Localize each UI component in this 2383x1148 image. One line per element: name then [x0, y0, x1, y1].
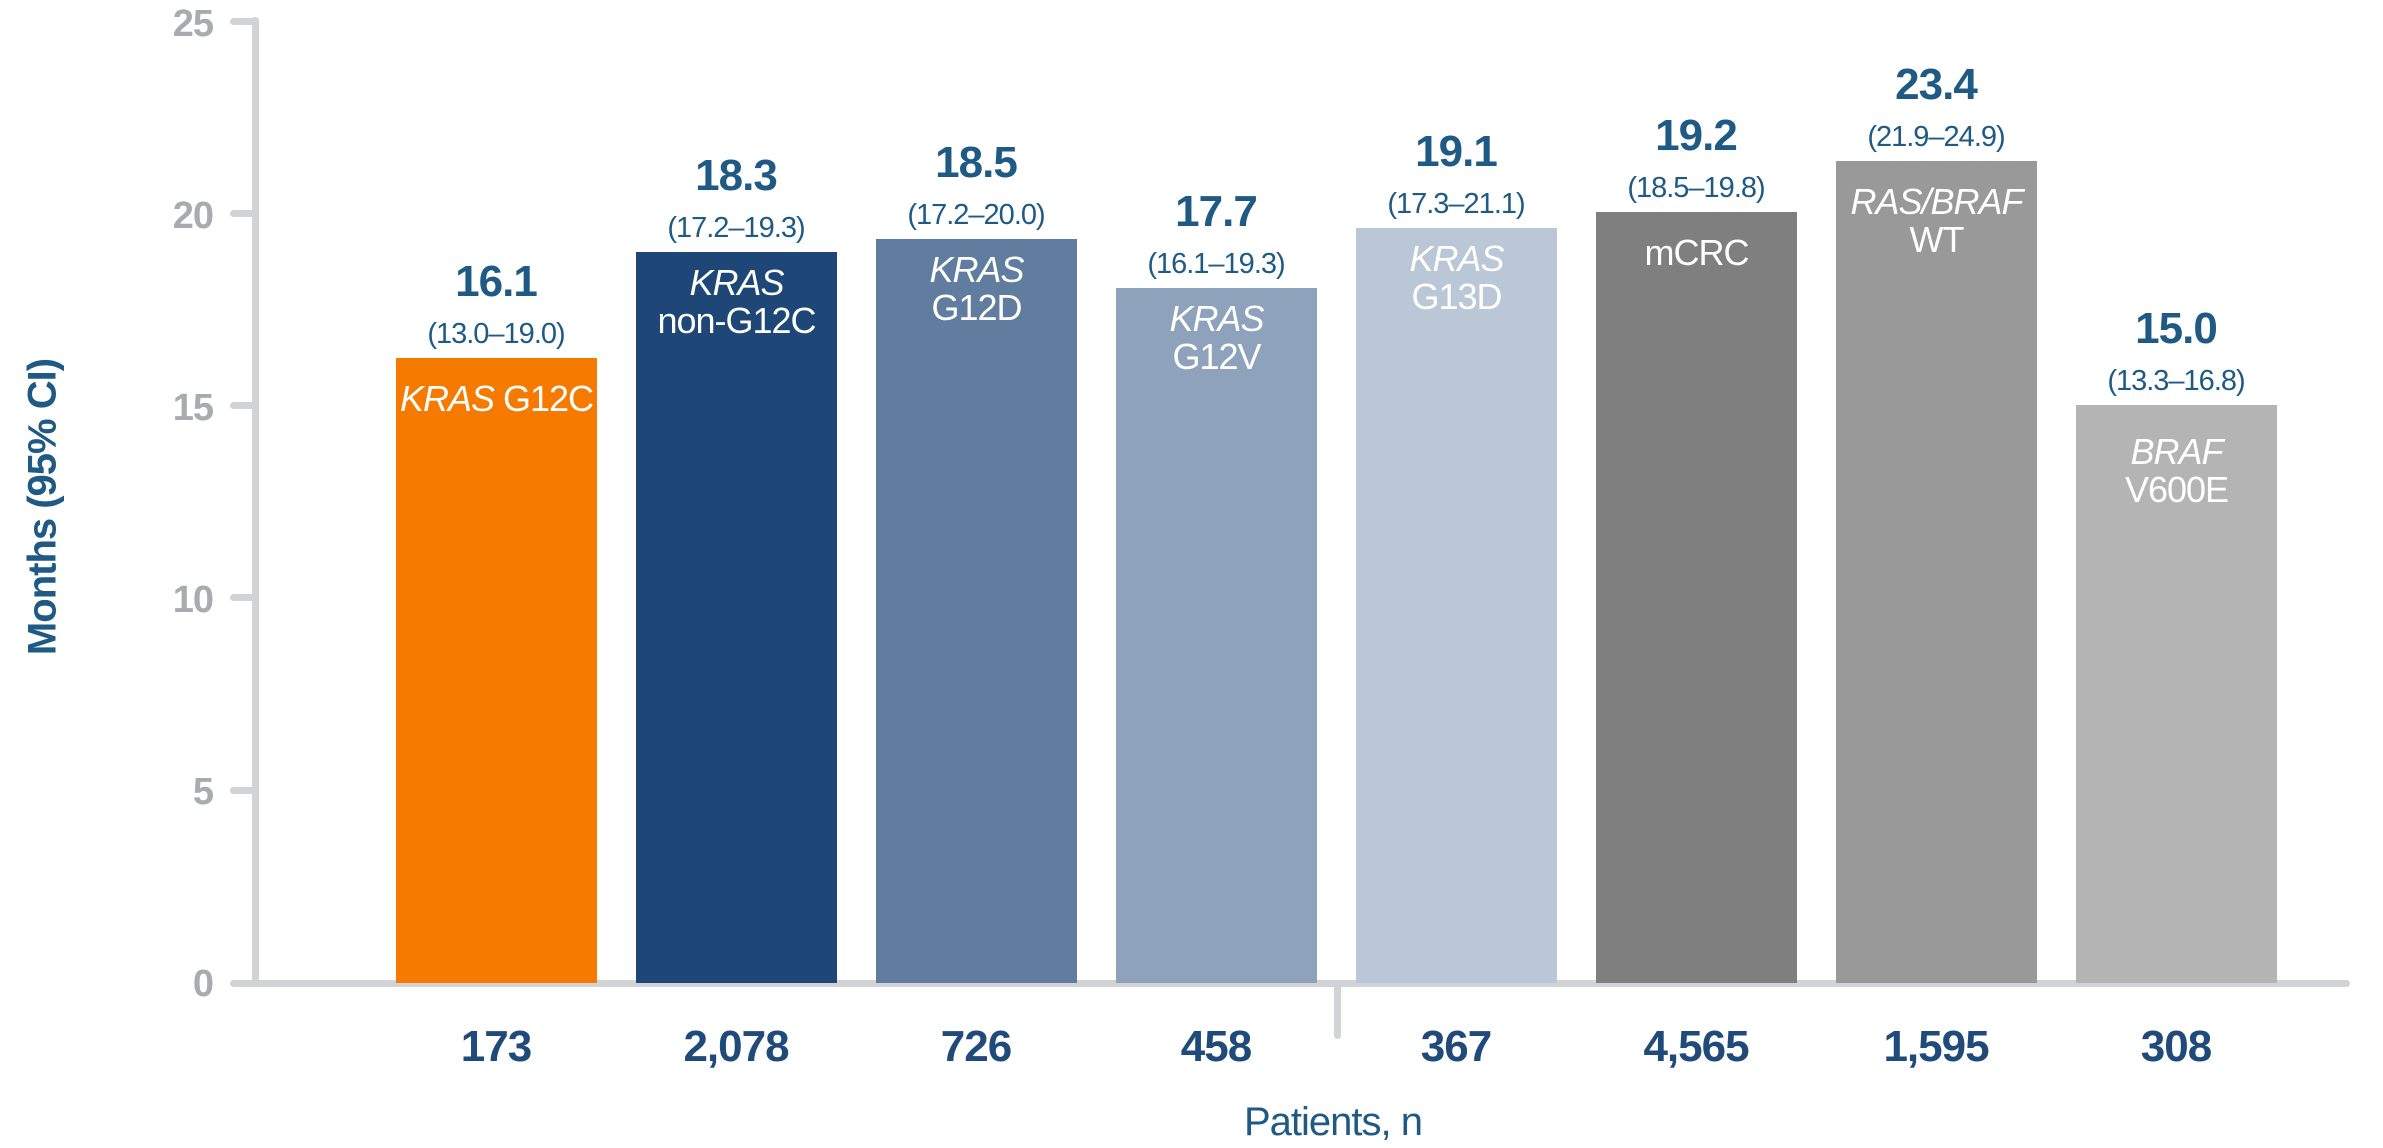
ci-label: (17.2–19.3): [667, 212, 805, 244]
ci-label: (16.1–19.3): [1147, 248, 1285, 280]
bar: KRAS non-G12C: [636, 252, 837, 983]
n-label: 1,595: [1883, 1022, 1989, 1071]
bar: mCRC: [1596, 212, 1797, 983]
n-label: 458: [1180, 1022, 1252, 1071]
n-label: 726: [940, 1022, 1012, 1071]
value-label: 18.5: [935, 138, 1018, 187]
value-label: 18.3: [695, 151, 778, 200]
value-label: 15.0: [2135, 304, 2218, 353]
bar-category-label: KRAS G12C: [399, 378, 594, 419]
bar-category-label: RAS/BRAF WT: [1850, 181, 2023, 260]
y-axis-title: Months (95% CI): [20, 358, 65, 656]
y-tick-label: 10: [172, 579, 214, 621]
y-tick-5: [230, 787, 256, 794]
n-label: 2,078: [683, 1022, 789, 1071]
ci-label: (21.9–24.9): [1867, 121, 2005, 153]
value-label: 23.4: [1895, 60, 1978, 109]
x-axis-divider-tick: [1334, 983, 1341, 1039]
bar-category-label: mCRC: [1644, 232, 1750, 273]
x-axis-title: Patients, n: [1243, 1100, 1423, 1144]
n-label: 308: [2140, 1022, 2212, 1071]
bar: KRAS G13D: [1356, 228, 1557, 983]
y-tick-label: 15: [172, 387, 214, 429]
y-tick-label: 0: [192, 963, 214, 1005]
bar: KRAS G12D: [876, 239, 1077, 983]
bar-category-label: KRAS non-G12C: [657, 262, 816, 341]
bar-category-label: KRAS G13D: [1409, 238, 1504, 317]
bar-category-label: KRAS G12V: [1169, 298, 1264, 377]
y-axis-line: [252, 17, 259, 987]
bar: KRAS G12C: [396, 358, 597, 983]
bar: BRAF V600E: [2076, 405, 2277, 983]
bar: RAS/BRAF WT: [1836, 161, 2037, 983]
n-label: 4,565: [1643, 1022, 1749, 1071]
ci-label: (17.3–21.1): [1387, 188, 1525, 220]
y-tick-25: [230, 18, 256, 25]
value-label: 16.1: [455, 257, 538, 306]
value-label: 17.7: [1175, 187, 1258, 236]
y-tick-label: 25: [172, 3, 214, 45]
y-tick-15: [230, 402, 256, 409]
value-label: 19.1: [1415, 127, 1498, 176]
ci-label: (13.0–19.0): [427, 318, 565, 350]
bar-category-label: BRAF V600E: [2124, 431, 2229, 510]
ci-label: (13.3–16.8): [2107, 365, 2245, 397]
n-label: 173: [460, 1022, 532, 1071]
bar-category-label: KRAS G12D: [929, 249, 1024, 328]
y-tick-label: 5: [192, 771, 214, 813]
x-axis-line: [230, 980, 2350, 987]
bar: KRAS G12V: [1116, 288, 1317, 983]
y-tick-label: 20: [172, 195, 214, 237]
n-label: 367: [1420, 1022, 1492, 1071]
y-tick-20: [230, 210, 256, 217]
value-label: 19.2: [1655, 111, 1738, 160]
ci-label: (17.2–20.0): [907, 199, 1045, 231]
y-tick-10: [230, 594, 256, 601]
ci-label: (18.5–19.8): [1627, 172, 1765, 204]
